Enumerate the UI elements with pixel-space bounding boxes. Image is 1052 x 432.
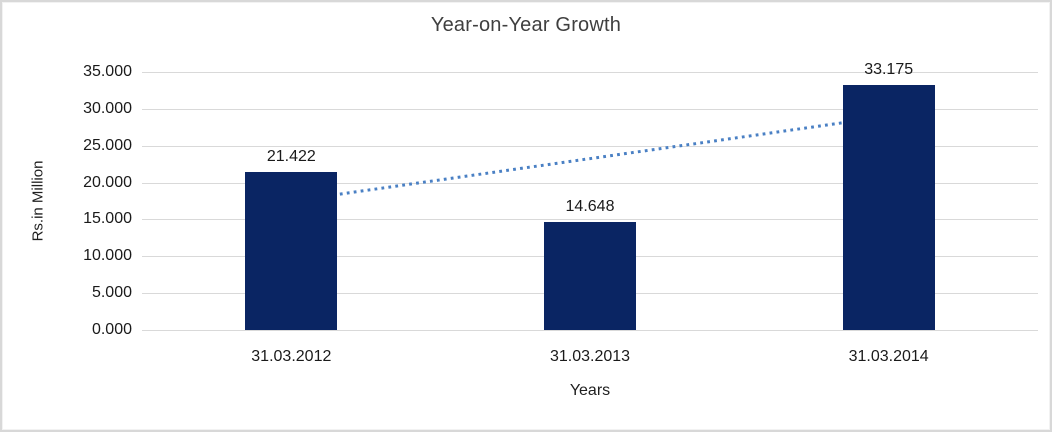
y-tick-label: 25.000	[83, 136, 132, 154]
x-tick-label: 31.03.2012	[251, 348, 332, 365]
x-tick-label: 31.03.2013	[549, 348, 631, 365]
gridline	[142, 72, 1038, 73]
gridline	[142, 145, 1038, 147]
bar-31.03.2013	[544, 222, 636, 330]
gridline	[142, 219, 1038, 221]
y-tick-label: 10.000	[83, 247, 132, 265]
gridline	[142, 330, 1038, 331]
gridline	[142, 108, 1038, 110]
y-tick-label: 0.000	[91, 321, 132, 338]
trendline	[291, 114, 889, 203]
plot-area: 21.422 14.648 33.175	[142, 61, 1038, 331]
bar-value-label: 14.648	[565, 198, 615, 216]
y-tick-label: 15.000	[83, 210, 132, 228]
y-tick-label: 30.000	[83, 99, 132, 117]
x-tick-label: 31.03.2014	[848, 348, 929, 365]
bar-value-label: 21.422	[266, 148, 316, 166]
bar-31.03.2014	[842, 85, 935, 330]
x-axis-title: Years	[569, 382, 611, 399]
trendline-layer	[291, 114, 889, 203]
y-tick-label: 5.000	[91, 284, 132, 302]
bar-31.03.2012	[245, 172, 338, 330]
chart-title: Year-on-Year Growth	[430, 14, 622, 36]
y-tick-label: 35.000	[83, 63, 132, 80]
bar-value-label: 33.175	[864, 61, 914, 79]
gridline	[142, 182, 1038, 184]
y-tick-label: 20.000	[83, 173, 132, 191]
